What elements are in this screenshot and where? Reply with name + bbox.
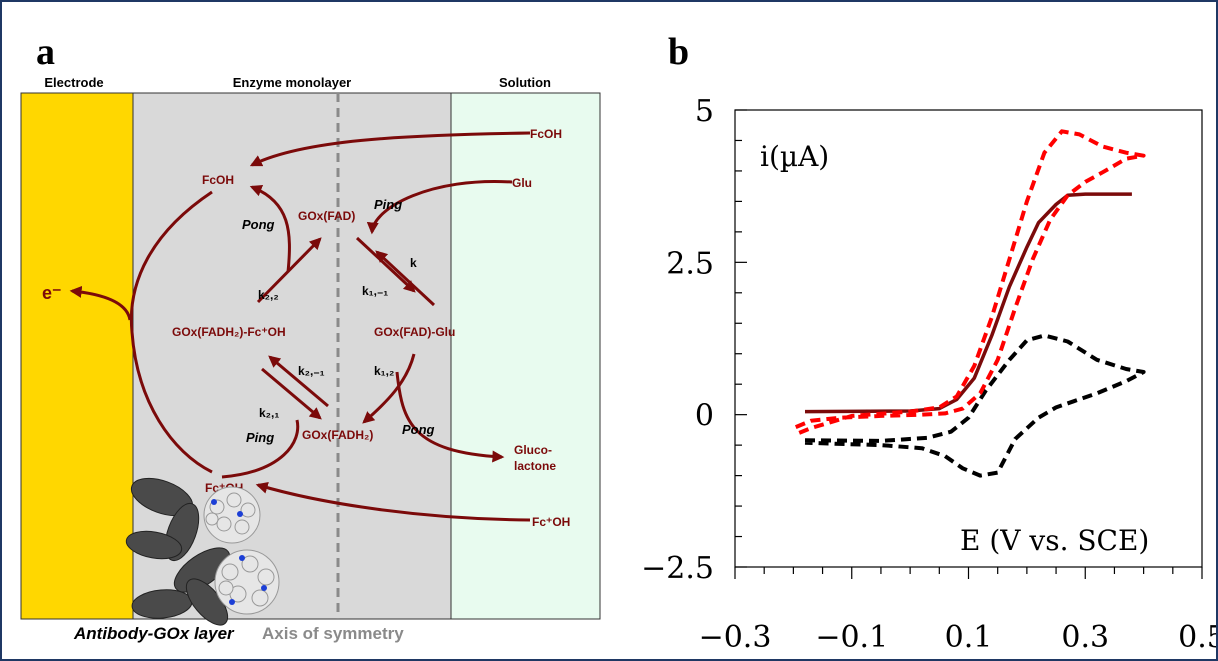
y-tick-label: 5 — [695, 94, 714, 129]
antibody-gox-layer-label: Antibody-GOx layer — [74, 624, 234, 643]
fcoh-solution-label: FcOH — [530, 127, 562, 141]
gluconolactone-line1: Gluco- — [514, 443, 552, 457]
fcplus-oh-solution-label: Fc⁺OH — [532, 515, 570, 529]
k12-arrow — [362, 353, 416, 424]
x-tick-label: 0.3 — [1061, 620, 1109, 655]
antibody-gox-complexes — [125, 477, 280, 626]
electrode-header: Electrode — [44, 75, 103, 90]
x-tick-label: 0.5 — [1178, 620, 1218, 655]
gox-fad-label: GOx(FAD) — [298, 209, 355, 223]
glu-label: Glu — [512, 176, 532, 190]
ping-bottom-arrow — [221, 419, 300, 479]
data-series — [792, 129, 1146, 478]
k2m1-reverse-arrow — [268, 355, 329, 408]
fcoh-left-label: FcOH — [202, 173, 234, 187]
x-tick-label: −0.3 — [699, 620, 772, 655]
y-tick-label: −2.5 — [641, 551, 714, 586]
electrode-loop-arrow — [129, 190, 213, 474]
electron-arrow — [69, 285, 132, 321]
k-reverse-arrow — [355, 236, 416, 293]
rate-k2m1-label: k₂,₋₁ — [298, 364, 325, 378]
rate-k11-label: k₁,₋₁ — [362, 284, 388, 298]
x-tick-label: −0.1 — [815, 620, 888, 655]
antibody-bottom — [131, 547, 231, 626]
y-tick-label: 0 — [695, 399, 714, 434]
gox-protein-bottom — [214, 549, 280, 615]
electron-label: e⁻ — [42, 283, 62, 303]
rate-k12-label: k₁,₂ — [374, 364, 394, 378]
red-dashed-series — [792, 129, 1146, 435]
solution-header: Solution — [499, 75, 551, 90]
black-dashed-series — [804, 333, 1146, 478]
plot-frame — [734, 109, 1203, 568]
k22-arrow — [256, 237, 322, 304]
antibody-top — [125, 477, 200, 562]
tick-labels: −0.3 −0.1 0.1 0.3 0.5 5 2.5 0 −2.5 — [641, 94, 1218, 655]
x-axis-label: E (V vs. SCE) — [960, 524, 1149, 557]
pong-top-label: Pong — [242, 217, 275, 232]
ping-top-label: Ping — [374, 197, 402, 212]
glu-arrow — [366, 179, 513, 235]
panel-b-letter: b — [668, 31, 690, 73]
rate-k-label: k — [410, 256, 417, 270]
pong-bottom-label: Pong — [402, 422, 435, 437]
axis-ticks — [734, 109, 1203, 579]
ping-bottom-label: Ping — [246, 430, 274, 445]
fcplus-diffusion-arrow — [255, 481, 531, 522]
panel-a-letter: a — [36, 31, 55, 73]
rate-k21-label: k₂,₁ — [259, 406, 279, 420]
axis-of-symmetry-label: Axis of symmetry — [262, 624, 404, 643]
gox-fadh2-fc-label: GOx(FADH₂)-Fc⁺OH — [172, 325, 286, 339]
gox-protein-top — [203, 486, 261, 544]
y-tick-label: 2.5 — [666, 246, 714, 281]
fcoh-diffusion-arrow — [249, 131, 531, 167]
y-axis-label: i(µA) — [760, 140, 829, 173]
gluconolactone-line2: lactone — [514, 459, 556, 473]
gox-fad-glu-label: GOx(FAD)-Glu — [374, 325, 455, 339]
k2m1-forward-arrow — [261, 367, 322, 420]
pong-bottom-arrow — [395, 371, 505, 463]
pong-top-arrow — [249, 184, 291, 273]
monolayer-header: Enzyme monolayer — [233, 75, 352, 90]
rate-k22-label: k₂,₂ — [258, 288, 279, 302]
k-forward-arrow — [375, 250, 436, 307]
electrode-region — [20, 92, 134, 620]
x-tick-label: 0.1 — [945, 620, 993, 655]
reaction-scheme: Electrode Enzyme monolayer Solution — [20, 75, 601, 626]
reaction-arrows — [69, 131, 531, 522]
gox-fadh2-label: GOx(FADH₂) — [302, 428, 373, 442]
